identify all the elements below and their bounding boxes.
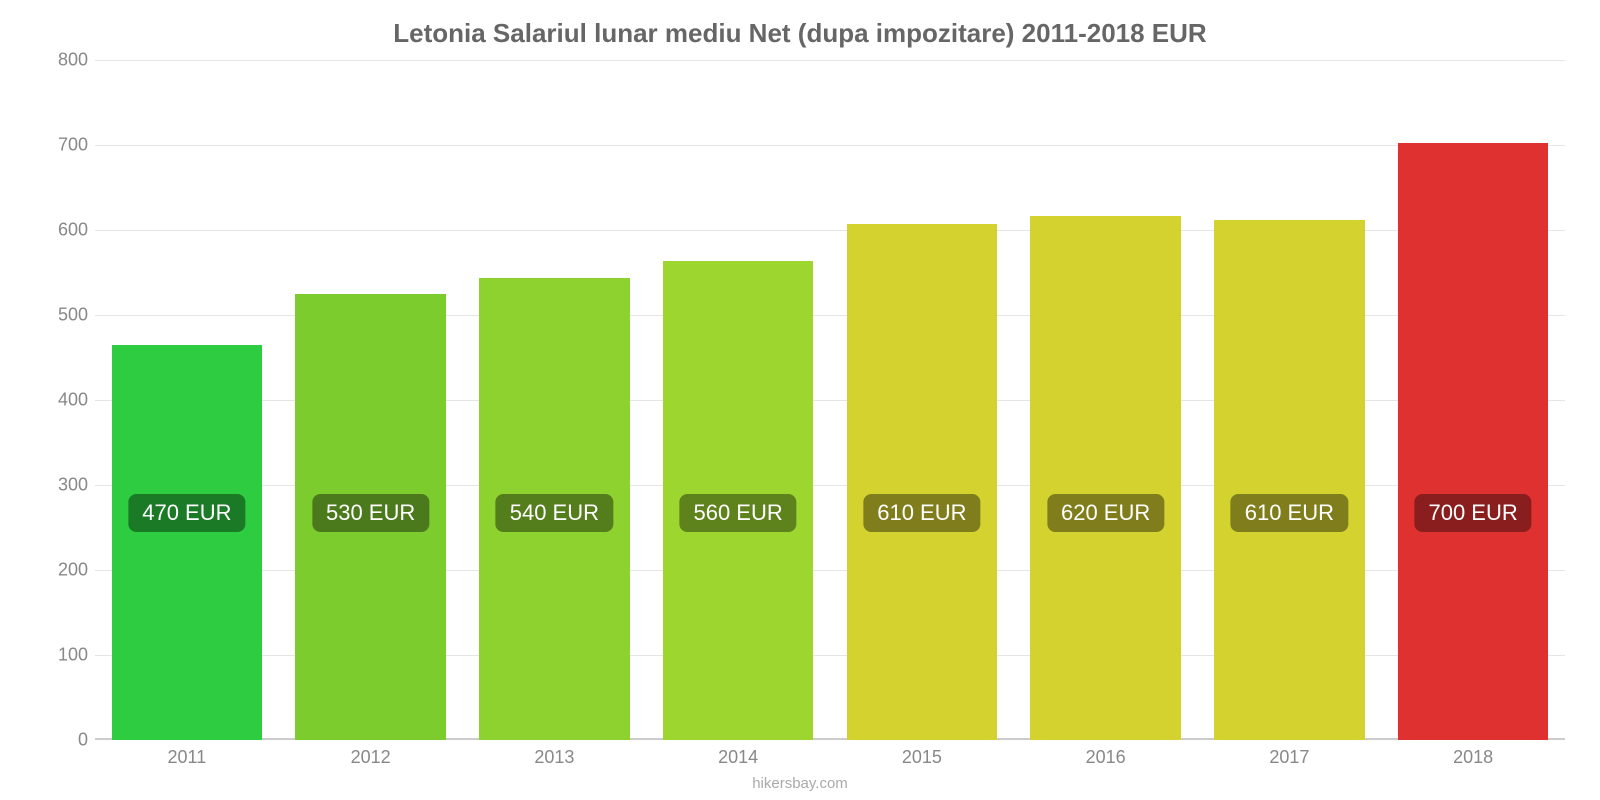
x-tick-label: 2013 [534, 747, 574, 768]
bar-value-label: 560 EUR [679, 494, 796, 532]
x-tick-label: 2017 [1269, 747, 1309, 768]
y-tick-label: 0 [28, 730, 88, 751]
y-tick-label: 800 [28, 50, 88, 71]
y-tick-label: 200 [28, 560, 88, 581]
bar-value-label: 700 EUR [1414, 494, 1531, 532]
gridline [95, 60, 1565, 61]
bar-value-label: 610 EUR [1231, 494, 1348, 532]
y-tick-label: 100 [28, 645, 88, 666]
chart-title: Letonia Salariul lunar mediu Net (dupa i… [0, 18, 1600, 49]
bar [1214, 220, 1365, 740]
y-tick-label: 500 [28, 305, 88, 326]
x-tick-label: 2011 [168, 747, 207, 768]
bar [847, 224, 998, 740]
x-tick-label: 2018 [1453, 747, 1493, 768]
bar-value-label: 610 EUR [863, 494, 980, 532]
y-tick-label: 400 [28, 390, 88, 411]
y-tick-label: 300 [28, 475, 88, 496]
bar [112, 345, 263, 740]
bar [1398, 143, 1549, 740]
gridline [95, 145, 1565, 146]
y-tick-label: 700 [28, 135, 88, 156]
x-tick-label: 2012 [351, 747, 391, 768]
bar-value-label: 540 EUR [496, 494, 613, 532]
bar-value-label: 620 EUR [1047, 494, 1164, 532]
salary-chart: Letonia Salariul lunar mediu Net (dupa i… [0, 0, 1600, 800]
bar [1030, 216, 1181, 740]
source-label: hikersbay.com [0, 775, 1600, 792]
bar-value-label: 470 EUR [128, 494, 245, 532]
x-tick-label: 2014 [718, 747, 758, 768]
x-tick-label: 2015 [902, 747, 942, 768]
x-tick-label: 2016 [1086, 747, 1126, 768]
y-tick-label: 600 [28, 220, 88, 241]
bar-value-label: 530 EUR [312, 494, 429, 532]
plot-area: 470 EUR 530 EUR 540 EUR 560 EUR 610 EUR 620 E… [95, 60, 1565, 740]
